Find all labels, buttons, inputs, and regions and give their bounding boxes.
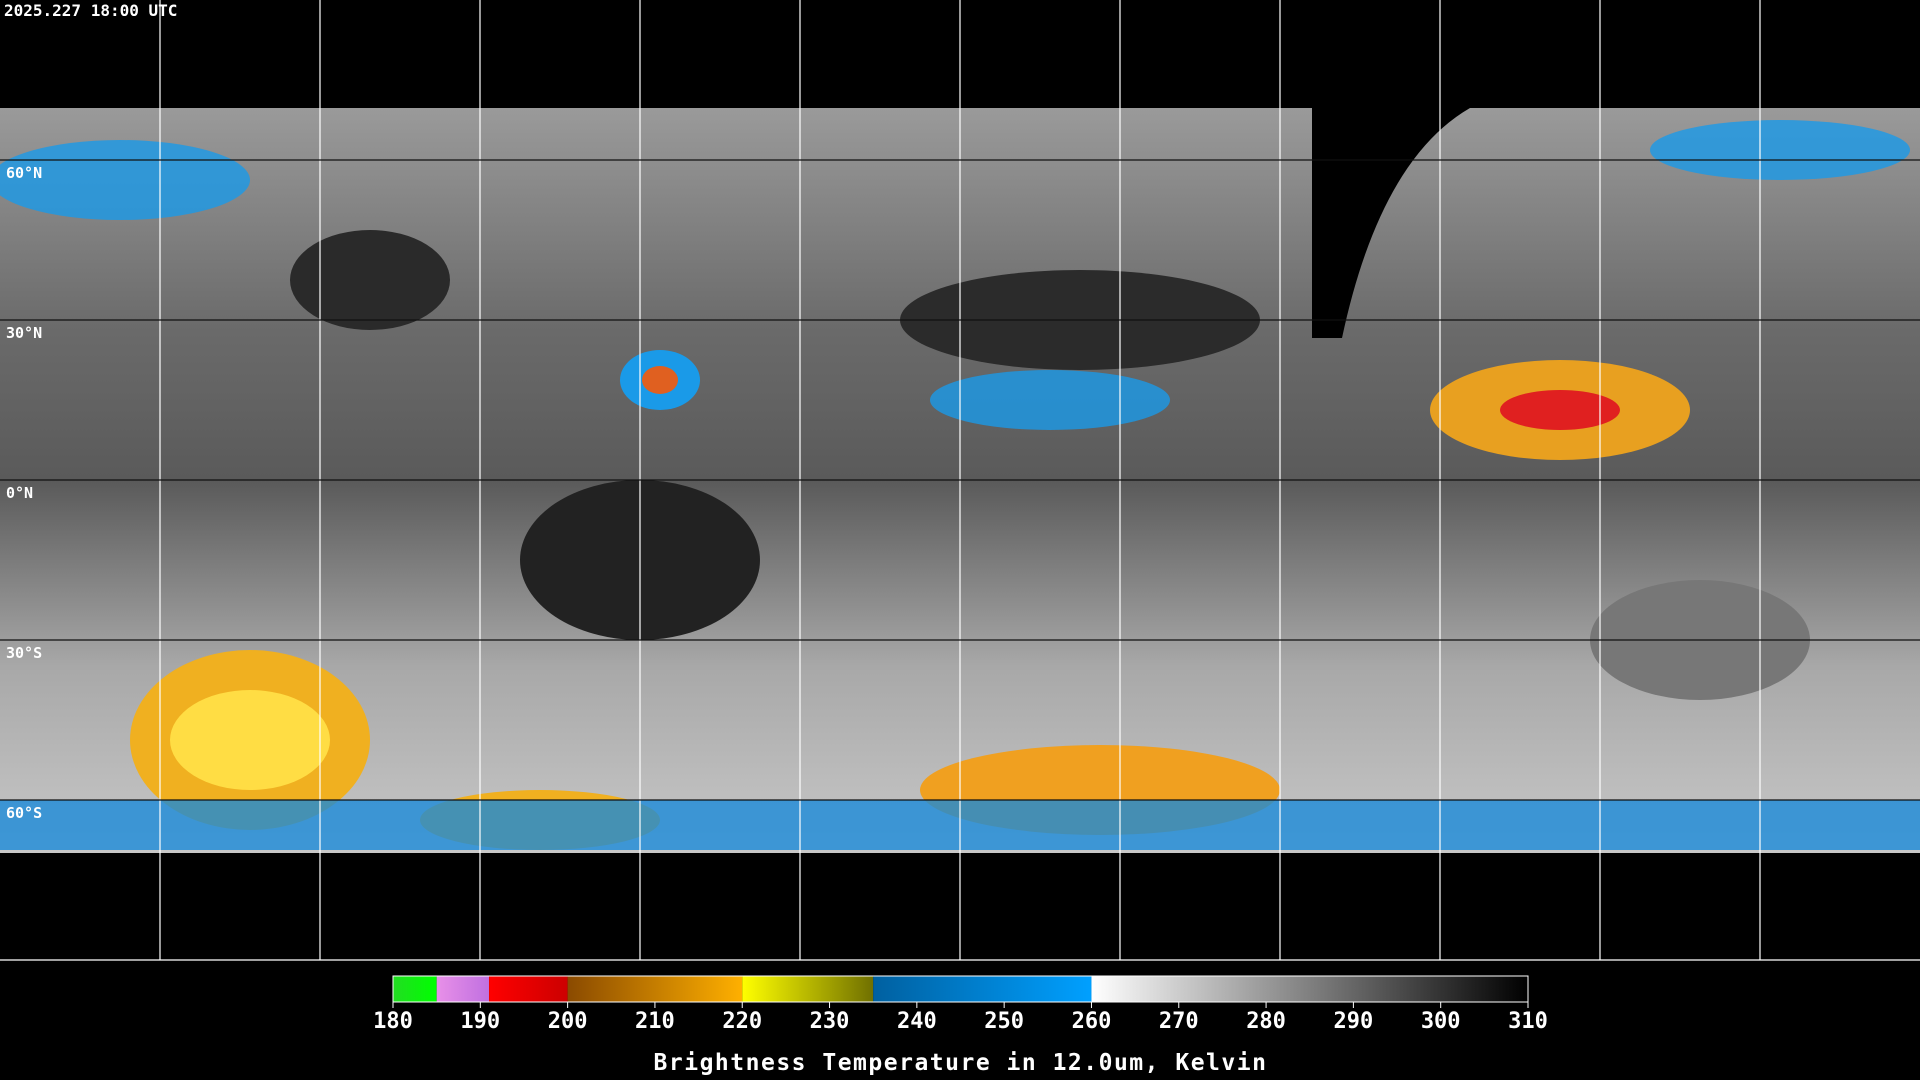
colorbar-title: Brightness Temperature in 12.0um, Kelvin [654, 1050, 1268, 1076]
convection [642, 366, 678, 394]
colorbar-tick-label: 230 [810, 1009, 850, 1034]
warm-land [290, 230, 450, 330]
colorbar-segment [1091, 976, 1528, 1002]
colorbar: 180 190 200 210 220 230 240 250 260 270 280 290 300 3… [373, 975, 1548, 1076]
timestamp: 2025.227 18:00 UTC [4, 1, 177, 20]
colorbar-tick-label: 250 [984, 1009, 1024, 1034]
colorbar-tick-label: 310 [1508, 1009, 1548, 1034]
convection [930, 370, 1170, 430]
graticule: 60°N 30°N 0°N 30°S 60°S [0, 0, 1920, 961]
colorbar-segment [436, 976, 490, 1002]
convection [1500, 390, 1620, 430]
colorbar-segment [567, 976, 743, 1002]
data-gap [1342, 108, 1470, 338]
lat-label: 0°N [6, 484, 33, 502]
lat-label: 60°S [6, 804, 42, 822]
colorbar-tick-label: 290 [1334, 1009, 1374, 1034]
colorbar-tick-label: 280 [1246, 1009, 1286, 1034]
colorbar-tick-label: 180 [373, 1009, 413, 1034]
colorbar-tick-label: 210 [635, 1009, 675, 1034]
lat-label: 60°N [6, 164, 42, 182]
colorbar-frame [392, 975, 1529, 1003]
colorbar-segment [742, 976, 874, 1002]
colorbar-segment [873, 976, 1092, 1002]
colorbar-tick-label: 270 [1159, 1009, 1199, 1034]
cloud-band [170, 690, 330, 790]
lat-label: 30°N [6, 324, 42, 342]
colorbar-tick-label: 220 [722, 1009, 762, 1034]
colorbar-tick-label: 200 [548, 1009, 588, 1034]
colorbar-tick-label: 240 [897, 1009, 937, 1034]
colorbar-segment [489, 976, 568, 1002]
cloud-band [1650, 120, 1910, 180]
colorbar-tick-label: 190 [460, 1009, 500, 1034]
lat-label: 30°S [6, 644, 42, 662]
colorbar-segment [393, 976, 437, 1002]
colorbar-tick-label: 300 [1421, 1009, 1461, 1034]
colorbar-tick-label: 260 [1072, 1009, 1112, 1034]
data-gap [1312, 108, 1342, 338]
